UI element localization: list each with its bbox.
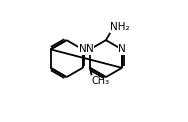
Text: N: N xyxy=(86,44,94,54)
Text: NH₂: NH₂ xyxy=(110,22,130,32)
Text: N: N xyxy=(118,44,126,54)
Text: N: N xyxy=(79,44,86,54)
Text: CH₃: CH₃ xyxy=(91,76,109,86)
